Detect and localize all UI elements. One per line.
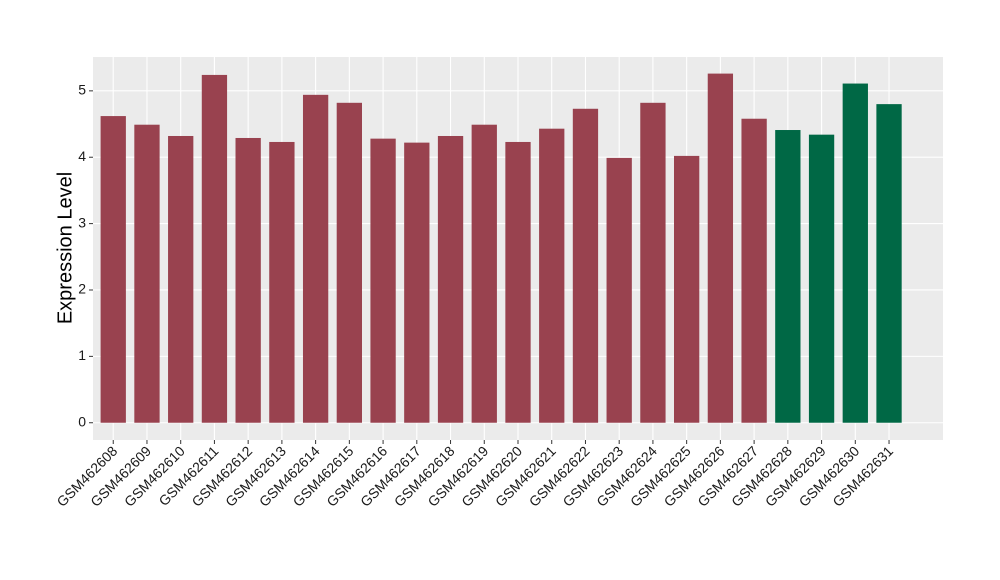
y-tick-label: 0 [78, 413, 86, 429]
bar [471, 124, 497, 423]
y-tick-label: 4 [78, 148, 86, 164]
bar [437, 135, 464, 423]
y-tick-label: 2 [78, 281, 86, 297]
bar [168, 135, 194, 423]
bar [100, 116, 126, 423]
bar [876, 104, 902, 423]
bar [201, 74, 228, 423]
bar [404, 142, 430, 423]
bar [370, 138, 396, 423]
bar [842, 83, 868, 423]
bar [269, 141, 295, 423]
bar [302, 94, 329, 423]
bar [808, 134, 835, 423]
bar [336, 102, 362, 423]
bar [775, 130, 801, 423]
bar [539, 128, 565, 423]
y-tick-label: 5 [78, 82, 86, 98]
y-tick-label: 3 [78, 214, 86, 230]
bar [572, 108, 599, 423]
bar [640, 102, 666, 423]
bar [674, 155, 700, 423]
bar [134, 124, 160, 423]
y-axis-title: Expression Level [54, 172, 76, 324]
bar [606, 157, 632, 423]
y-tick-label: 1 [78, 347, 86, 363]
bar [235, 137, 261, 423]
bar [505, 141, 531, 423]
bar [707, 73, 734, 423]
bar [741, 118, 767, 423]
